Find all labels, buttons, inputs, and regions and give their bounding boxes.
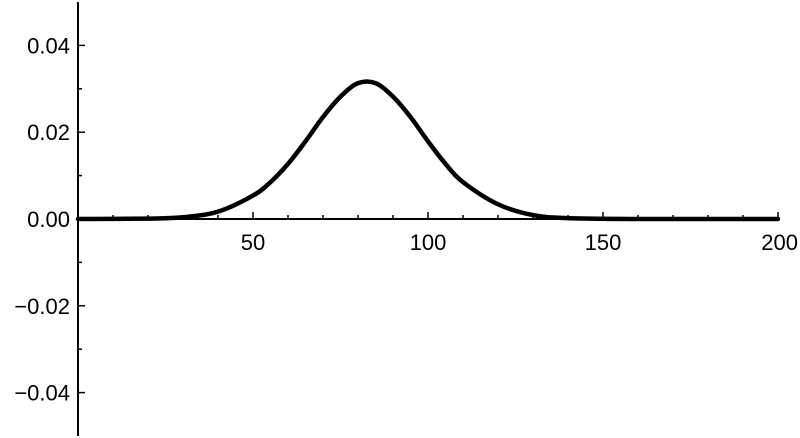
x-tick-label: 100 — [410, 230, 447, 255]
y-tick-label: −0.02 — [14, 294, 70, 319]
y-tick-label: 0.04 — [27, 33, 70, 58]
x-tick-label: 50 — [241, 230, 265, 255]
x-tick-label: 150 — [585, 230, 622, 255]
x-tick-label: 200 — [761, 230, 798, 255]
series-line-0 — [75, 79, 781, 222]
series-layer — [75, 79, 781, 222]
y-ticks: 0.04 0.02 0.00 −0.02 −0.04 — [14, 33, 85, 406]
x-ticks: 50 100 150 200 — [112, 212, 798, 255]
y-tick-label: 0.00 — [27, 207, 70, 232]
y-tick-label: −0.04 — [14, 381, 70, 406]
y-tick-label: 0.02 — [27, 120, 70, 145]
